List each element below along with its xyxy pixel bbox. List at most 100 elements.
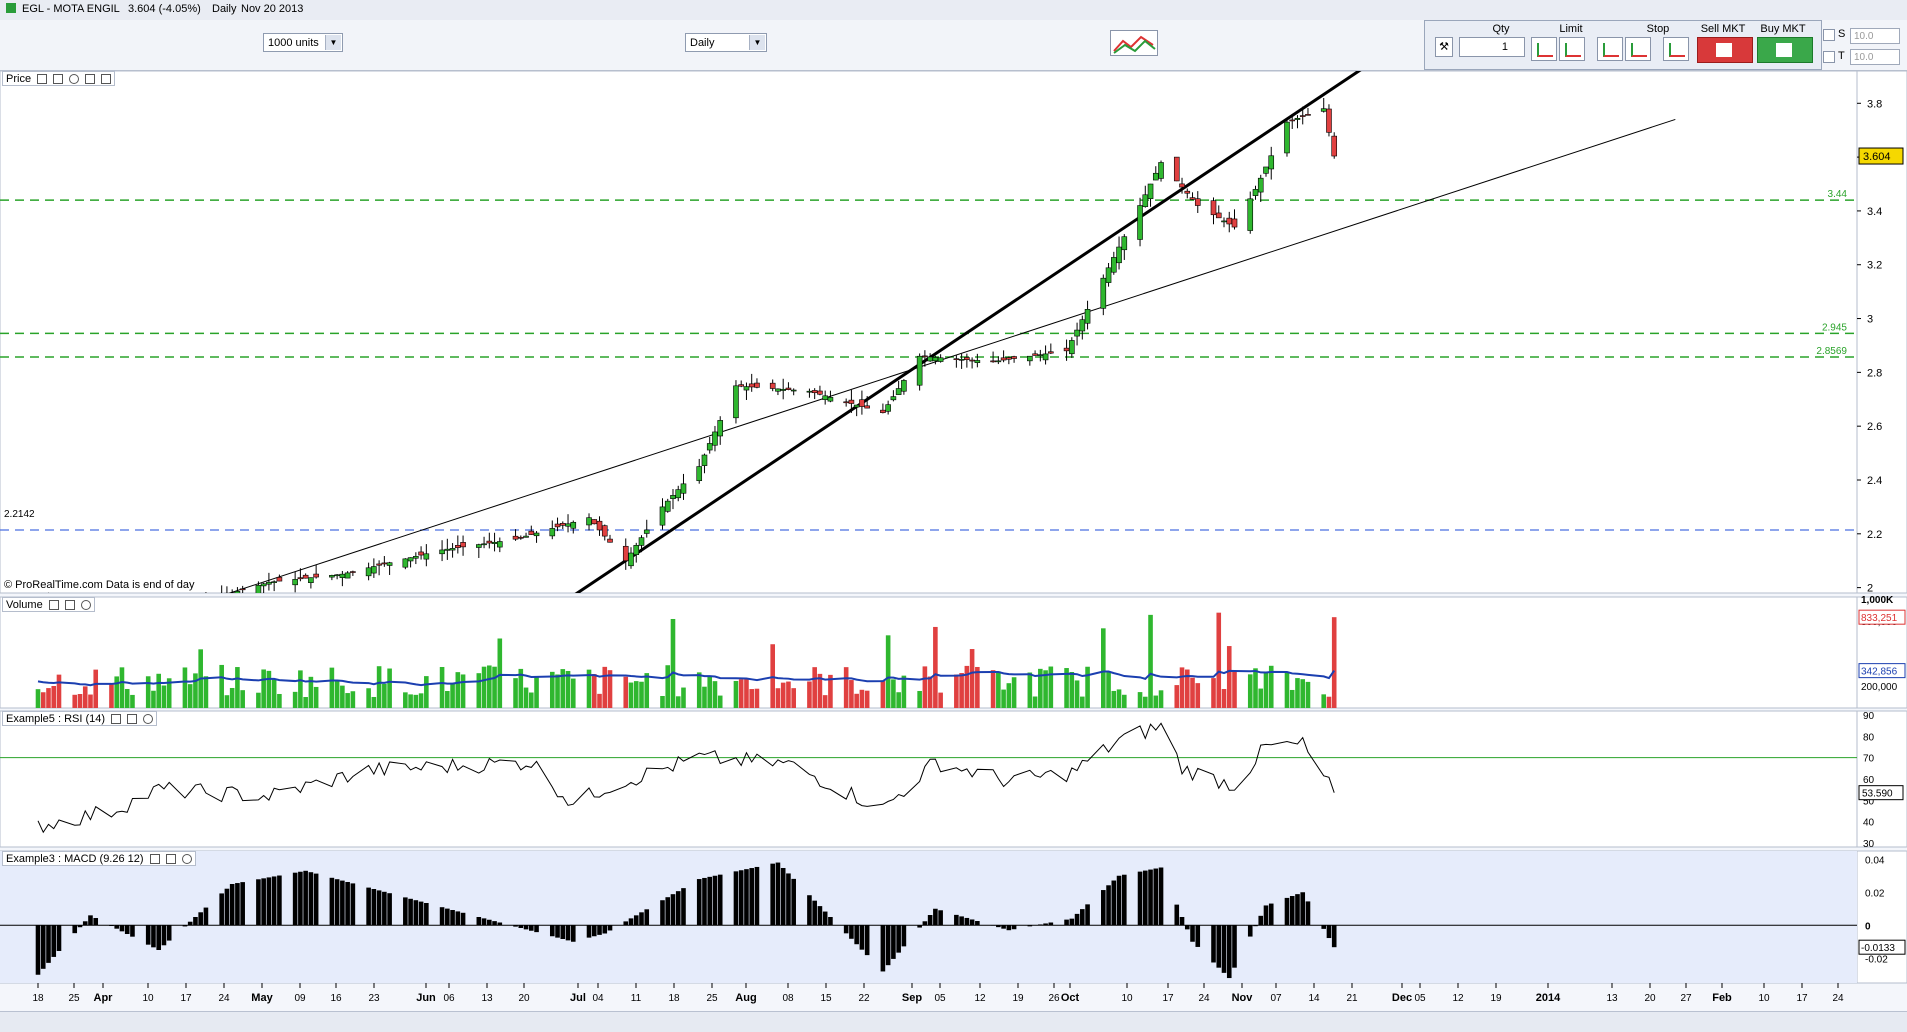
candle-body: [518, 537, 523, 538]
arrow-up-icon[interactable]: [101, 74, 111, 84]
candle-body: [534, 533, 539, 536]
volume-bar: [477, 673, 482, 708]
macd-bar: [1290, 896, 1295, 925]
candle-body: [382, 563, 387, 564]
volume-bar: [120, 667, 125, 708]
volume-bar: [240, 690, 245, 708]
macd-bar: [293, 873, 298, 926]
candle-body: [1185, 191, 1190, 193]
volume-bar: [492, 667, 497, 708]
close-icon[interactable]: [69, 74, 79, 84]
macd-bar: [1112, 881, 1117, 926]
volume-bar: [1117, 689, 1122, 708]
volume-bar: [146, 676, 151, 708]
candle-body: [865, 406, 870, 408]
wrench-icon[interactable]: [37, 74, 47, 84]
volume-bar: [1195, 683, 1200, 708]
macd-bar: [1174, 905, 1179, 926]
volume-bar: [408, 694, 413, 708]
volume-bar: [1012, 677, 1017, 708]
volume-bar: [623, 677, 628, 708]
volume-bar: [713, 681, 718, 708]
wrench-icon[interactable]: [49, 600, 59, 610]
macd-bar: [707, 877, 712, 925]
candle-body: [303, 575, 308, 578]
volume-bar: [1028, 673, 1033, 708]
volume-bar: [807, 681, 812, 708]
macd-bar: [566, 925, 571, 940]
x-tick-label: 12: [1452, 993, 1464, 1004]
macd-bar: [330, 878, 335, 925]
window-icon[interactable]: [166, 854, 176, 864]
volume-bar: [277, 694, 282, 708]
macd-bar: [1211, 925, 1216, 962]
window-icon[interactable]: [65, 600, 75, 610]
candle-body: [1085, 309, 1090, 323]
candle-body: [1295, 118, 1300, 119]
volume-bar: [156, 674, 161, 708]
macd-panel-title: Example3 : MACD (9.26 12): [2, 851, 196, 866]
macd-bar: [261, 878, 266, 925]
scroll-bar[interactable]: [0, 1011, 1907, 1032]
volume-bar: [991, 670, 996, 708]
wrench-icon[interactable]: [111, 714, 121, 724]
macd-bar: [1080, 909, 1085, 925]
close-icon[interactable]: [182, 854, 192, 864]
price-title-text: Price: [6, 73, 31, 85]
x-tick-label: 09: [294, 993, 306, 1004]
macd-bar: [120, 925, 125, 931]
x-tick-label: 13: [481, 993, 493, 1004]
add-indicator-icon[interactable]: [85, 74, 95, 84]
x-tick-label: 26: [1048, 993, 1060, 1004]
candle-body: [707, 443, 712, 450]
macd-bar: [492, 921, 497, 925]
volume-bar: [204, 676, 209, 708]
macd-bar: [550, 925, 555, 936]
macd-bar: [996, 925, 1001, 927]
volume-bar: [959, 673, 964, 708]
candle-body: [1253, 189, 1258, 195]
macd-bar: [1001, 925, 1006, 928]
volume-bar: [303, 697, 308, 708]
macd-bar: [314, 874, 319, 926]
x-tick-label: 24: [1832, 993, 1844, 1004]
macd-bar: [770, 864, 775, 926]
close-icon[interactable]: [143, 714, 153, 724]
volume-bar: [440, 667, 445, 708]
window-icon[interactable]: [53, 74, 63, 84]
x-tick-label: Sep: [902, 992, 922, 1004]
volume-bar: [445, 691, 450, 708]
candle-body: [739, 385, 744, 387]
candle-body: [744, 387, 749, 390]
macd-bar: [88, 915, 93, 925]
volume-bar: [72, 695, 77, 708]
wrench-icon[interactable]: [150, 854, 160, 864]
candle-body: [786, 388, 791, 390]
volume-bar: [1159, 690, 1164, 708]
volume-bar: [335, 680, 340, 708]
candle-body: [266, 582, 271, 584]
volume-bar: [1216, 613, 1221, 708]
window-icon[interactable]: [127, 714, 137, 724]
x-tick-label: 10: [1121, 993, 1133, 1004]
macd-bar: [1195, 925, 1200, 947]
volume-bar: [681, 688, 686, 708]
x-tick-label: Oct: [1061, 992, 1080, 1004]
macd-bar: [1028, 925, 1033, 926]
macd-bar: [1085, 904, 1090, 925]
macd-bar: [676, 891, 681, 925]
macd-bar: [534, 925, 539, 932]
volume-bar: [487, 665, 492, 708]
close-icon[interactable]: [81, 600, 91, 610]
volume-bar: [1033, 697, 1038, 708]
volume-bar: [1190, 678, 1195, 708]
macd-bar: [377, 890, 382, 925]
candle-body: [901, 380, 906, 391]
macd-bar: [1185, 925, 1190, 929]
x-tick-label: 2014: [1536, 992, 1561, 1004]
volume-bar: [1106, 672, 1111, 708]
volume-title-text: Volume: [6, 599, 43, 611]
price-y-tick-label: 3.8: [1867, 98, 1882, 110]
candle-body: [1290, 120, 1295, 121]
macd-bar: [529, 925, 534, 931]
